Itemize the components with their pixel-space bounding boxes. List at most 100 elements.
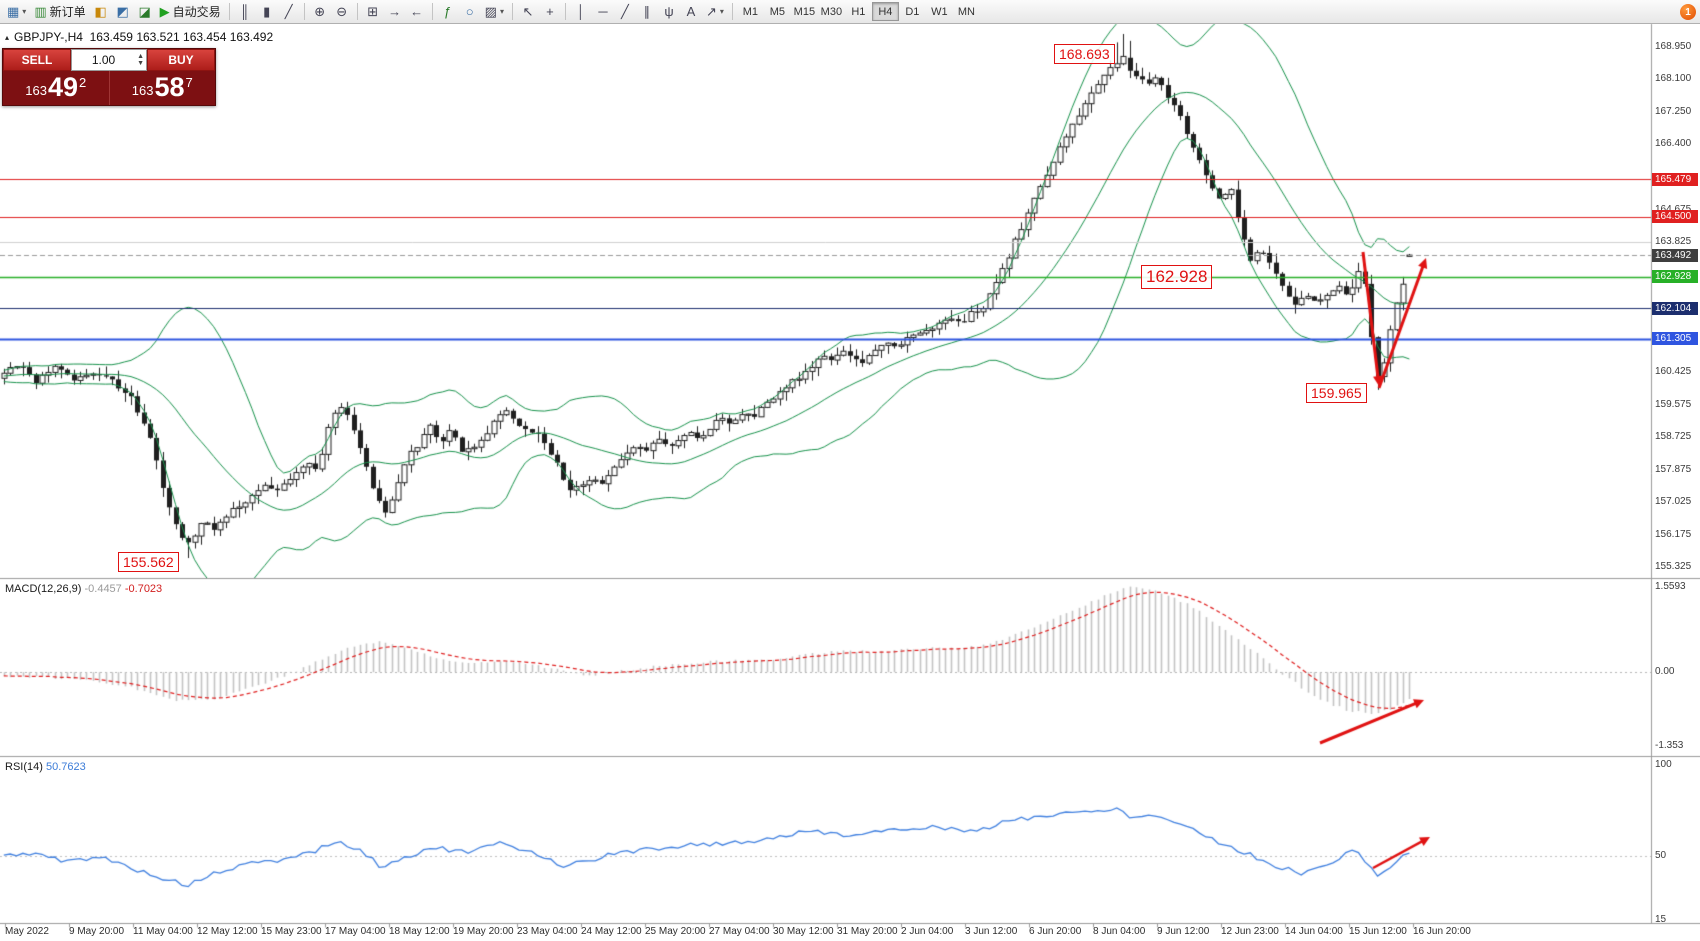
timeframe-button-m1[interactable]: M1 xyxy=(742,5,759,18)
time-axis-label: 17 May 04:00 xyxy=(325,926,386,937)
time-axis-label: 31 May 20:00 xyxy=(837,926,898,937)
new-order-icon: ▥ xyxy=(34,3,47,19)
price-axis-tick: 157.025 xyxy=(1655,496,1692,508)
vertical-line-icon: │ xyxy=(576,4,586,19)
trendline-button[interactable]: ╱ xyxy=(614,2,636,22)
price-annotation[interactable]: 168.693 xyxy=(1054,44,1115,65)
tile-windows-button[interactable]: ⊞ xyxy=(362,2,384,22)
cursor-button[interactable]: ↖ xyxy=(517,2,539,22)
equidistant-channel-button[interactable]: ∥ xyxy=(636,2,658,22)
price-axis-tick: 168.950 xyxy=(1655,40,1692,52)
sell-price-prefix: 163 xyxy=(25,83,47,98)
crosshair-button[interactable]: + xyxy=(539,2,561,22)
toolbar-separator xyxy=(303,3,305,20)
chevron-down-icon: ▾ xyxy=(719,7,724,16)
arrows-button[interactable]: ↗ ▾ xyxy=(702,2,728,22)
time-axis-label: 27 May 04:00 xyxy=(709,926,770,937)
price-axis-tick: 157.875 xyxy=(1655,463,1692,475)
terminal-button[interactable]: ◪ xyxy=(134,2,156,22)
vertical-line-button[interactable]: │ xyxy=(570,2,592,22)
time-axis-label: 6 Jun 20:00 xyxy=(1029,926,1082,937)
volume-up-icon[interactable]: ▲ xyxy=(137,53,144,60)
macd-axis-tick: 0.00 xyxy=(1655,666,1675,678)
new-order-button-label: 新订单 xyxy=(49,5,86,19)
horizontal-line-button[interactable]: ─ xyxy=(592,2,614,22)
periods-icon: ○ xyxy=(465,4,474,19)
price-annotation[interactable]: 155.562 xyxy=(118,552,179,573)
arrows-icon: ↗ xyxy=(705,3,717,19)
sell-button[interactable]: SELL xyxy=(3,49,71,71)
time-axis-label: 14 Jun 04:00 xyxy=(1285,926,1343,937)
sell-price-sup: 2 xyxy=(79,75,87,90)
periods-button[interactable]: ○ xyxy=(459,2,481,22)
volume-down-icon[interactable]: ▼ xyxy=(137,60,144,67)
auto-scroll-icon: → xyxy=(388,4,402,19)
notification-badge[interactable]: 1 xyxy=(1680,4,1696,20)
price-line-tag: 162.928 xyxy=(1652,270,1698,284)
time-axis-label: 18 May 12:00 xyxy=(389,926,450,937)
rsi-value: 50.7623 xyxy=(45,761,86,773)
tile-windows-icon: ⊞ xyxy=(367,3,379,19)
buy-button[interactable]: BUY xyxy=(147,49,215,71)
zoom-out-button[interactable]: ⊖ xyxy=(331,2,353,22)
main-toolbar: ▦ ▾ ▥ 新订单 ◧ ◩ ◪ ▶ 自动交易 ║ ▮ ╱ ⊕ ⊖ ⊞ → ← ƒ ○ ▨ ▾ ↖ + │ ─ ╱ ∥ ψ A ↗ ▾ M1 M5… xyxy=(0,0,1700,24)
time-axis-label: 25 May 20:00 xyxy=(645,926,706,937)
oneclick-collapse-icon[interactable]: ▴ xyxy=(5,32,10,42)
candlestick-chart-button[interactable]: ▮ xyxy=(256,2,278,22)
chevron-down-icon: ▾ xyxy=(499,7,504,16)
price-annotation[interactable]: 159.965 xyxy=(1306,383,1367,404)
price-line-tag: 164.500 xyxy=(1652,210,1698,224)
time-axis-label: 30 May 12:00 xyxy=(773,926,834,937)
templates-icon: ▨ xyxy=(484,3,497,19)
timeframe-button-w1[interactable]: W1 xyxy=(931,5,948,18)
price-axis-tick: 166.400 xyxy=(1655,138,1692,149)
text-button[interactable]: A xyxy=(680,2,702,22)
timeframe-button-m15[interactable]: M15 xyxy=(793,5,816,18)
autotrading-button[interactable]: ▶ 自动交易 xyxy=(156,2,225,22)
market-watch-button[interactable]: ◧ xyxy=(90,2,112,22)
timeframe-button-mn[interactable]: MN xyxy=(957,5,975,18)
line-chart-icon: ╱ xyxy=(284,3,293,19)
charts-menu-button[interactable]: ▦ ▾ xyxy=(3,2,30,22)
indicators-button[interactable]: ƒ xyxy=(437,2,459,22)
andrews-pitchfork-button[interactable]: ψ xyxy=(658,2,680,22)
new-order-button[interactable]: ▥ 新订单 xyxy=(30,2,89,22)
terminal-icon: ◪ xyxy=(138,3,151,19)
timeframe-button-m5[interactable]: M5 xyxy=(769,5,786,18)
bar-chart-button[interactable]: ║ xyxy=(234,2,256,22)
timeframe-button-d1[interactable]: D1 xyxy=(905,5,920,18)
line-chart-button[interactable]: ╱ xyxy=(278,2,300,22)
price-line-tag: 165.479 xyxy=(1652,172,1698,186)
navigator-button[interactable]: ◩ xyxy=(112,2,134,22)
zoom-in-button[interactable]: ⊕ xyxy=(309,2,331,22)
sell-price-display[interactable]: 163 49 2 xyxy=(3,71,109,105)
price-line-tag: 162.104 xyxy=(1652,301,1698,315)
rsi-axis-tick: 100 xyxy=(1655,759,1672,771)
market-watch-icon: ◧ xyxy=(94,3,107,19)
chart-shift-button[interactable]: ← xyxy=(406,2,428,22)
templates-button[interactable]: ▨ ▾ xyxy=(481,2,508,22)
equidistant-channel-icon: ∥ xyxy=(643,3,651,19)
autotrading-button-label: 自动交易 xyxy=(172,5,221,19)
price-axis-tick: 156.175 xyxy=(1655,528,1692,540)
toolbar-separator xyxy=(431,3,433,20)
time-axis-label: 16 Jun 20:00 xyxy=(1413,926,1471,937)
price-axis-tick: 155.325 xyxy=(1655,561,1692,573)
price-annotation[interactable]: 162.928 xyxy=(1141,265,1213,290)
buy-price-big: 58 xyxy=(154,72,185,102)
time-axis-label: 3 Jun 12:00 xyxy=(965,926,1018,937)
price-axis-tick: 158.725 xyxy=(1655,431,1692,443)
auto-scroll-button[interactable]: → xyxy=(384,2,406,22)
timeframe-button-h1[interactable]: H1 xyxy=(851,5,866,18)
zoom-in-icon: ⊕ xyxy=(314,3,326,19)
volume-input[interactable] xyxy=(72,53,136,67)
timeframe-button-h4[interactable]: H4 xyxy=(871,2,899,21)
time-axis-label: 9 May 20:00 xyxy=(69,926,125,937)
zoom-out-icon: ⊖ xyxy=(336,3,348,19)
time-axis-label: 11 May 04:00 xyxy=(133,926,193,937)
symbol-ohlc-header: ▴ GBPJPY-,H4 163.459 163.521 163.454 163… xyxy=(5,30,273,44)
toolbar-separator xyxy=(511,3,513,20)
buy-price-display[interactable]: 163 58 7 xyxy=(108,71,216,105)
timeframe-button-m30[interactable]: M30 xyxy=(820,5,843,18)
